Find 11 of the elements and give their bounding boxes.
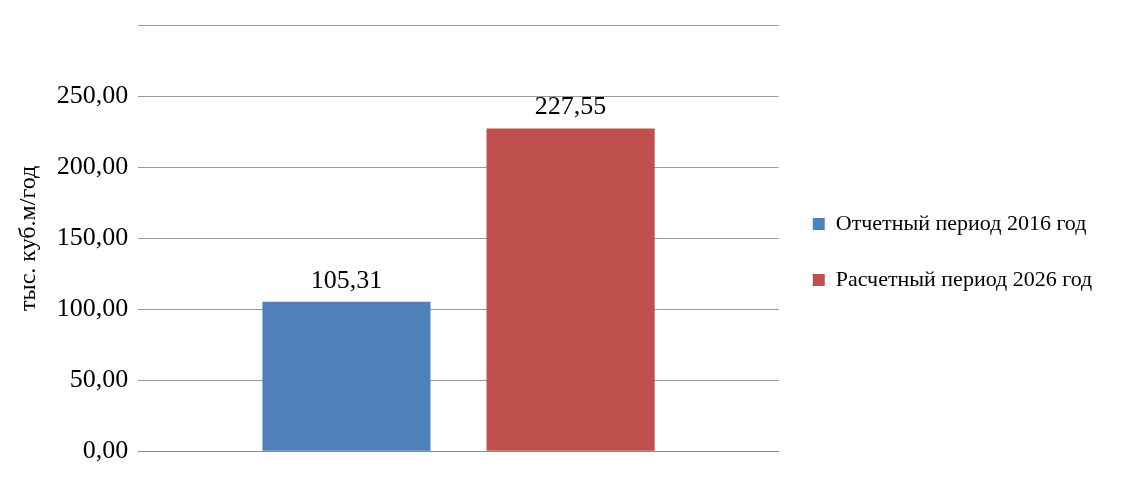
legend-label: Отчетный период 2016 год — [835, 209, 1087, 235]
y-tick-label: 200,00 — [56, 151, 129, 181]
y-axis-title: тыс. куб.м/год — [13, 165, 40, 311]
y-tick-label: 100,00 — [56, 293, 129, 323]
y-tick-label: 250,00 — [56, 80, 129, 110]
y-tick-label: 150,00 — [56, 222, 129, 252]
legend-label: Расчетный период 2026 год — [835, 265, 1093, 291]
data-label: 105,31 — [310, 264, 383, 294]
data-label: 227,55 — [534, 91, 607, 121]
y-tick-label: 0,00 — [82, 435, 129, 465]
y-tick-label: 50,00 — [69, 364, 129, 394]
